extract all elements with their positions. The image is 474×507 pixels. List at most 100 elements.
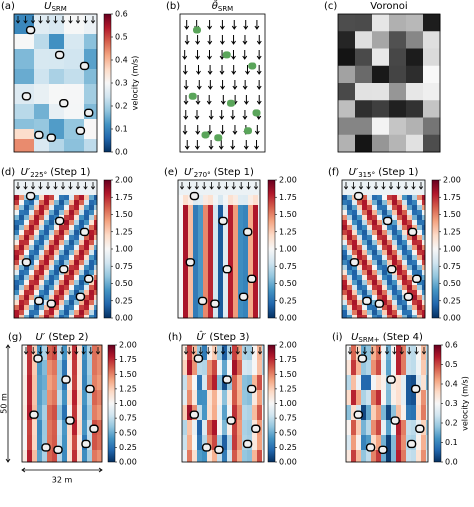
colorbar-tick-label: 1.25 <box>443 227 461 236</box>
field-cell <box>77 440 83 446</box>
field-cell <box>381 390 387 396</box>
field-cell <box>57 385 63 391</box>
inflow-arrow <box>250 347 255 355</box>
field-cell <box>193 250 199 256</box>
field-cell <box>92 435 98 441</box>
field-cell <box>29 109 35 115</box>
field-cell <box>69 245 75 251</box>
field-cell <box>397 295 403 301</box>
field-cell <box>34 94 40 100</box>
field-cell <box>233 240 239 246</box>
field-cell <box>233 255 239 261</box>
field-cell <box>29 260 35 266</box>
field-cell <box>82 345 88 351</box>
colorbar-tick-label: 0.1 <box>445 438 458 447</box>
field-cell <box>347 225 353 231</box>
field-cell <box>74 270 80 276</box>
field-cell <box>19 185 25 191</box>
field-cell <box>84 44 90 50</box>
field-cell <box>67 405 73 411</box>
title-main: U′ <box>21 167 31 178</box>
colorbar-label: velocity (m/s) <box>461 376 470 431</box>
inflow-arrow <box>418 182 424 190</box>
field-cell <box>412 225 418 231</box>
field-cell <box>77 365 83 371</box>
field-cell <box>217 365 223 371</box>
field-cell <box>34 19 40 25</box>
field-cell <box>82 395 88 401</box>
field-cell <box>32 430 38 436</box>
field-cell <box>213 225 219 231</box>
field-cell <box>372 265 378 271</box>
field-cell <box>371 440 377 446</box>
field-cell <box>233 225 239 231</box>
field-cell <box>89 255 95 261</box>
field-cell <box>407 235 413 241</box>
field-cell <box>188 190 194 196</box>
field-cell <box>208 205 214 211</box>
field-cell <box>356 375 362 381</box>
field-cell <box>183 190 189 196</box>
field-cell <box>258 245 261 251</box>
field-cell <box>401 430 407 436</box>
field-cell <box>247 415 253 421</box>
field-cell <box>14 119 20 125</box>
field-cell <box>84 205 90 211</box>
field-cell <box>387 180 393 186</box>
panel-label: (f) <box>328 167 339 178</box>
field-cell <box>84 290 90 296</box>
field-cell <box>252 415 258 421</box>
field-cell <box>392 250 398 256</box>
field-cell <box>212 375 218 381</box>
field-cell <box>412 220 418 226</box>
field-cell <box>187 400 193 406</box>
field-cell <box>372 270 378 276</box>
field-cell <box>14 14 20 20</box>
field-cell <box>382 280 388 286</box>
field-cell <box>79 265 85 271</box>
field-cell <box>19 44 25 50</box>
field-cell <box>243 310 249 316</box>
field-cell <box>22 430 28 436</box>
field-cell <box>49 129 55 135</box>
field-cell <box>19 200 25 206</box>
field-cell <box>392 285 398 291</box>
field-cell <box>208 305 214 311</box>
field-cell <box>223 290 229 296</box>
field-cell <box>49 99 55 105</box>
field-cell <box>92 415 98 421</box>
field-cell <box>89 124 95 130</box>
field-cell <box>391 400 397 406</box>
colorbar-tick-label: 0.50 <box>279 279 297 288</box>
field-cell <box>401 375 407 381</box>
field-cell <box>74 134 80 140</box>
field-cell <box>407 260 413 266</box>
field-cell <box>391 425 397 431</box>
field-cell <box>376 420 382 426</box>
field-cell <box>89 195 95 201</box>
field-cell <box>227 365 233 371</box>
field-cell <box>79 59 85 65</box>
field-cell <box>391 435 397 441</box>
field-cell <box>416 420 422 426</box>
colorbar-tick-label: 1.25 <box>119 384 137 393</box>
field-cell <box>29 69 35 75</box>
field-cell <box>62 410 68 416</box>
field-cell <box>401 395 407 401</box>
field-cell <box>227 405 233 411</box>
field-cell <box>421 410 427 416</box>
building <box>46 299 57 308</box>
field-cell <box>202 460 208 463</box>
field-cell <box>54 235 60 241</box>
field-cell <box>397 240 403 246</box>
inflow-arrow <box>75 182 81 190</box>
field-cell <box>69 109 75 115</box>
field-cell <box>94 300 98 306</box>
field-cell <box>248 255 254 261</box>
field-cell <box>187 435 193 441</box>
field-cell <box>421 395 427 401</box>
field-cell <box>262 375 265 381</box>
field-cell <box>44 49 50 55</box>
colorbar-tick-label: 1.25 <box>115 227 133 236</box>
field-cell <box>29 270 35 276</box>
